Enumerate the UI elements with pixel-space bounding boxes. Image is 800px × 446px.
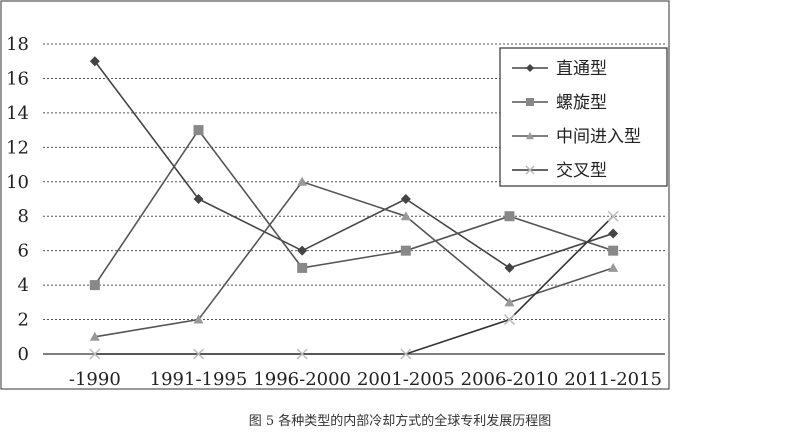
legend-item: 交叉型 xyxy=(512,161,607,181)
data-point xyxy=(400,348,412,360)
data-point xyxy=(89,331,100,341)
y-tick-label: 6 xyxy=(18,241,29,262)
legend-item: 中间进入型 xyxy=(512,127,641,147)
data-point xyxy=(400,194,411,204)
data-point xyxy=(89,56,100,67)
data-point xyxy=(297,262,308,273)
series-line xyxy=(94,128,614,286)
chart-frame xyxy=(0,0,670,390)
x-tick-label: -1990 xyxy=(69,369,121,390)
legend-label: 直通型 xyxy=(556,59,607,79)
legend-item: 直通型 xyxy=(512,59,607,79)
y-tick-label: 4 xyxy=(18,275,29,296)
series-3 xyxy=(89,176,619,341)
y-tick-label: 8 xyxy=(18,206,29,227)
data-point xyxy=(503,314,516,326)
data-point xyxy=(400,211,411,221)
y-tick-label: 14 xyxy=(6,103,29,124)
series-group xyxy=(89,56,619,360)
x-axis-ticks: -1990 1991-1995 1996-2000 2001-2005 2006-201… xyxy=(69,369,662,390)
data-point xyxy=(607,210,619,222)
series-2 xyxy=(89,125,619,291)
x-tick-label: 2006-2010 xyxy=(461,369,559,390)
data-point xyxy=(193,314,204,324)
data-point xyxy=(608,245,619,256)
x-tick-label: 2001-2005 xyxy=(357,369,455,390)
data-point xyxy=(193,125,204,136)
x-tick-label: 2011-2015 xyxy=(564,369,662,390)
data-point xyxy=(608,262,619,272)
y-tick-label: 0 xyxy=(18,344,29,365)
y-tick-label: 10 xyxy=(6,172,29,193)
data-point xyxy=(504,211,515,222)
series-4 xyxy=(89,210,619,360)
y-tick-label: 16 xyxy=(6,68,29,89)
series-1 xyxy=(89,56,619,273)
y-tick-label: 12 xyxy=(6,137,29,158)
series-line xyxy=(94,180,614,338)
data-point xyxy=(296,348,308,360)
data-point xyxy=(193,194,204,204)
figure-caption: 图 5 各种类型的内部冷却方式的全球专利发展历程图 xyxy=(248,414,552,429)
data-point xyxy=(504,262,515,273)
legend-item: 螺旋型 xyxy=(512,93,607,113)
series-line xyxy=(94,215,614,355)
y-tick-label: 18 xyxy=(6,34,29,55)
data-point xyxy=(89,348,101,360)
data-point xyxy=(192,348,205,360)
data-point xyxy=(89,280,100,291)
series-line xyxy=(94,60,614,269)
data-point xyxy=(400,245,411,256)
data-point xyxy=(504,297,515,307)
x-tick-label: 1996-2000 xyxy=(253,369,351,390)
legend-label: 交叉型 xyxy=(556,161,607,181)
y-tick-label: 2 xyxy=(18,310,29,331)
legend-box xyxy=(499,47,668,187)
x-tick-label: 1991-1995 xyxy=(150,369,248,390)
legend-label: 螺旋型 xyxy=(556,93,607,113)
data-point xyxy=(297,245,308,256)
data-point xyxy=(297,176,308,186)
legend-label: 中间进入型 xyxy=(556,127,641,147)
data-point xyxy=(608,228,619,239)
y-axis-ticks: 0 2 4 6 8 10 12 14 16 18 xyxy=(6,34,29,365)
